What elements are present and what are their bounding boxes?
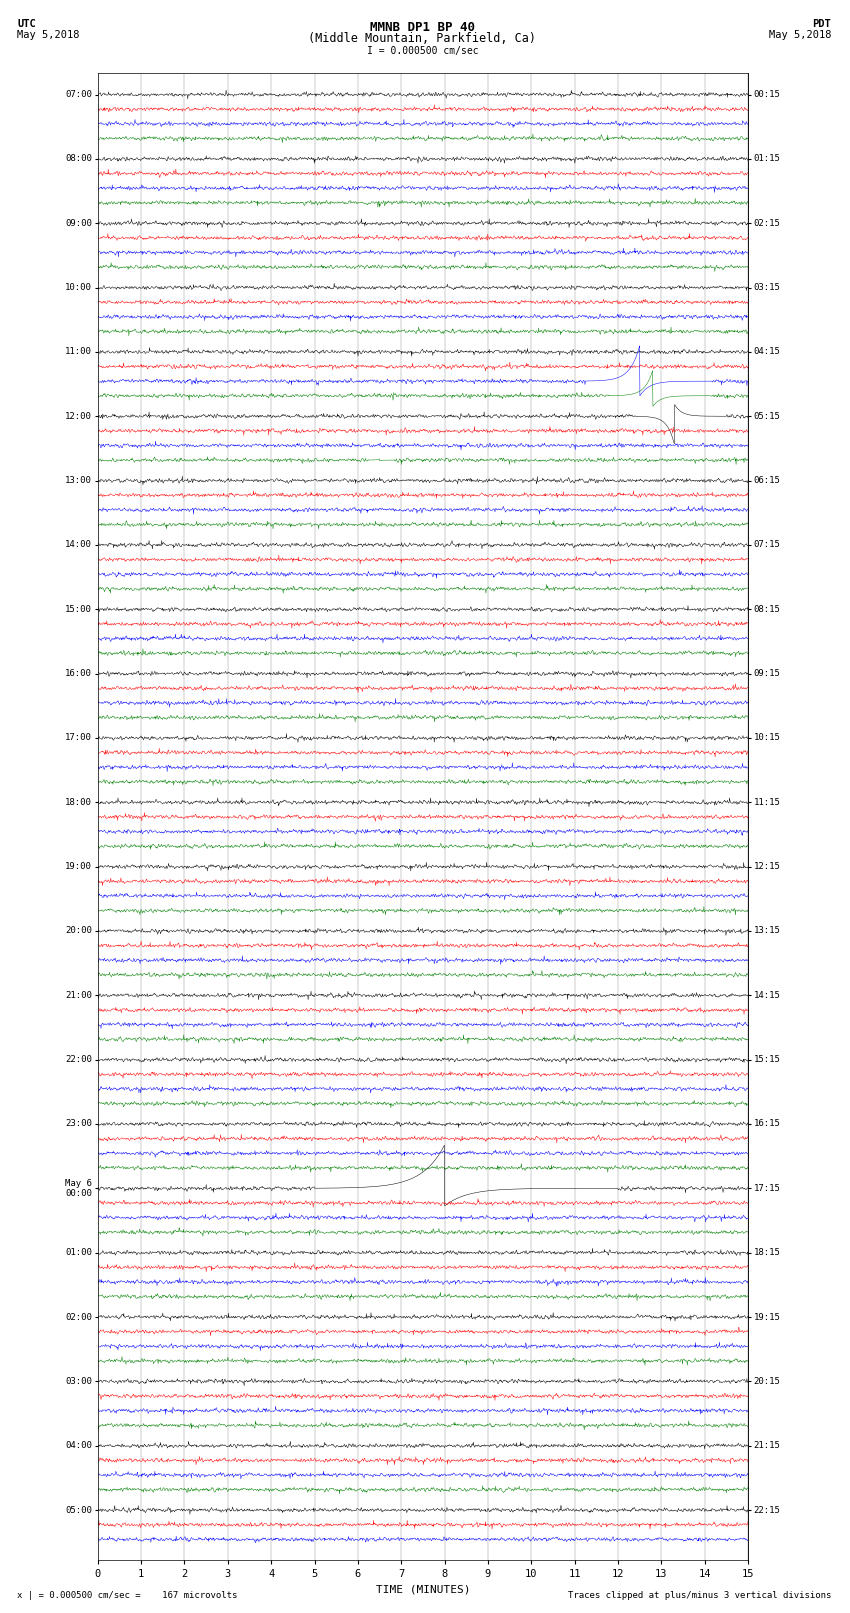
Text: MMNB DP1 BP 40: MMNB DP1 BP 40 <box>370 21 475 34</box>
Text: May 5,2018: May 5,2018 <box>17 31 80 40</box>
Text: I = 0.000500 cm/sec: I = 0.000500 cm/sec <box>366 47 479 56</box>
Text: (Middle Mountain, Parkfield, Ca): (Middle Mountain, Parkfield, Ca) <box>309 32 536 45</box>
Text: UTC: UTC <box>17 19 36 29</box>
Text: PDT: PDT <box>813 19 831 29</box>
Text: May 5,2018: May 5,2018 <box>768 31 831 40</box>
X-axis label: TIME (MINUTES): TIME (MINUTES) <box>376 1584 470 1594</box>
Text: x | = 0.000500 cm/sec =    167 microvolts: x | = 0.000500 cm/sec = 167 microvolts <box>17 1590 237 1600</box>
Text: Traces clipped at plus/minus 3 vertical divisions: Traces clipped at plus/minus 3 vertical … <box>568 1590 831 1600</box>
